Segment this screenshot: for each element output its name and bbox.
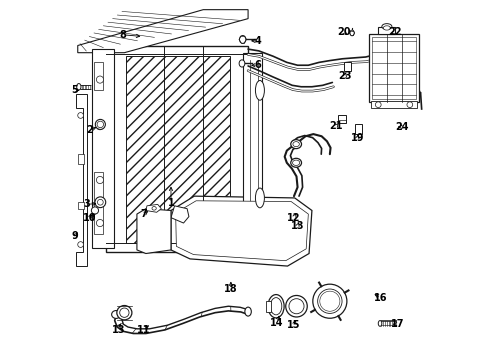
Ellipse shape <box>285 296 306 317</box>
Polygon shape <box>175 201 308 261</box>
Text: 12: 12 <box>286 213 300 222</box>
Ellipse shape <box>381 24 391 30</box>
Polygon shape <box>145 204 161 212</box>
Bar <box>94 62 102 90</box>
Polygon shape <box>137 209 171 253</box>
Circle shape <box>91 207 99 214</box>
Bar <box>338 116 346 123</box>
Circle shape <box>78 113 83 118</box>
Ellipse shape <box>239 60 244 67</box>
Ellipse shape <box>288 299 304 314</box>
Bar <box>344 62 350 71</box>
Polygon shape <box>171 206 188 223</box>
Text: 10: 10 <box>82 213 96 222</box>
Text: 20: 20 <box>337 27 350 37</box>
Text: 1: 1 <box>167 198 174 208</box>
Text: 18: 18 <box>224 284 237 294</box>
Ellipse shape <box>77 84 81 90</box>
Ellipse shape <box>97 199 103 205</box>
Ellipse shape <box>383 26 389 30</box>
Ellipse shape <box>292 141 299 147</box>
Text: 21: 21 <box>328 121 342 131</box>
Text: 3: 3 <box>83 199 90 210</box>
Bar <box>78 154 84 164</box>
Text: 17: 17 <box>390 319 404 329</box>
Ellipse shape <box>292 160 299 166</box>
Ellipse shape <box>270 298 281 315</box>
Circle shape <box>375 102 380 108</box>
Text: 24: 24 <box>395 122 408 132</box>
Text: 13: 13 <box>111 325 125 335</box>
Ellipse shape <box>152 207 156 210</box>
Bar <box>354 124 362 134</box>
Bar <box>368 35 418 102</box>
Ellipse shape <box>312 284 346 318</box>
Ellipse shape <box>255 188 264 208</box>
Bar <box>378 27 395 35</box>
Polygon shape <box>171 196 311 266</box>
Text: 6: 6 <box>254 60 261 70</box>
Ellipse shape <box>239 36 245 43</box>
Text: 7: 7 <box>141 209 147 219</box>
Text: 2: 2 <box>86 125 93 135</box>
Ellipse shape <box>111 311 121 319</box>
Ellipse shape <box>120 308 129 318</box>
Bar <box>78 202 84 209</box>
Ellipse shape <box>97 121 103 128</box>
Ellipse shape <box>95 120 105 130</box>
Text: 15: 15 <box>286 320 300 330</box>
Bar <box>106 45 247 252</box>
Text: 9: 9 <box>72 231 79 240</box>
Text: 8: 8 <box>119 30 126 40</box>
Circle shape <box>319 291 339 311</box>
Circle shape <box>323 295 336 308</box>
Bar <box>370 101 416 108</box>
Ellipse shape <box>117 306 132 320</box>
Ellipse shape <box>244 307 251 316</box>
Polygon shape <box>78 10 247 53</box>
Text: 19: 19 <box>350 133 364 143</box>
Ellipse shape <box>95 197 105 208</box>
Ellipse shape <box>322 294 336 309</box>
Text: 16: 16 <box>373 293 386 303</box>
Bar <box>94 172 102 234</box>
Ellipse shape <box>290 140 301 149</box>
Circle shape <box>78 242 83 247</box>
Ellipse shape <box>349 30 353 36</box>
Text: 5: 5 <box>71 85 78 95</box>
Text: 14: 14 <box>269 318 283 328</box>
Bar <box>265 301 271 312</box>
Ellipse shape <box>378 320 381 326</box>
Bar <box>242 53 262 244</box>
Bar <box>371 37 415 99</box>
Text: 13: 13 <box>290 221 304 231</box>
Bar <box>92 49 113 248</box>
Text: 4: 4 <box>254 36 261 46</box>
Circle shape <box>96 76 103 83</box>
Ellipse shape <box>267 294 284 318</box>
Circle shape <box>96 176 103 184</box>
Text: 23: 23 <box>338 71 351 81</box>
Polygon shape <box>76 94 86 266</box>
Circle shape <box>96 123 103 130</box>
Ellipse shape <box>317 289 341 314</box>
Text: 11: 11 <box>136 325 150 335</box>
Bar <box>126 56 230 243</box>
Ellipse shape <box>255 81 264 100</box>
Circle shape <box>96 220 103 226</box>
Ellipse shape <box>290 158 301 167</box>
Text: 22: 22 <box>387 27 401 37</box>
Circle shape <box>406 102 412 108</box>
